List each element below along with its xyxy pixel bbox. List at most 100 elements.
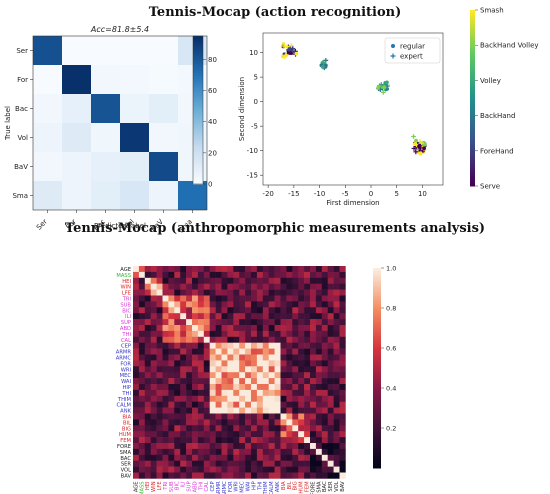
corr-cell (227, 336, 234, 343)
corr-xtick-label: ANK (275, 481, 281, 492)
corr-cell (203, 401, 210, 408)
corr-cell (262, 443, 269, 450)
corr-cell (333, 454, 340, 461)
cm-colorbar-step (193, 159, 203, 163)
corr-cell (162, 443, 169, 450)
corr-cell (262, 389, 269, 397)
corr-cell (256, 336, 264, 343)
corr-ytick-label: BIL (123, 420, 131, 426)
corr-cell (144, 307, 151, 314)
corr-cell (138, 443, 146, 450)
cm-ylabel: True label (4, 106, 12, 141)
corr-cell (280, 454, 287, 461)
corr-cell (227, 466, 234, 473)
corr-colorbar-step (373, 353, 381, 356)
corr-cell (233, 336, 240, 343)
corr-cell (168, 266, 175, 273)
corr-cell (221, 336, 228, 343)
corr-ytick-label: FOR (120, 361, 131, 367)
corr-cell (239, 266, 246, 273)
corr-cell (203, 378, 210, 385)
corr-cell (133, 389, 140, 397)
class-colorbar-step (470, 100, 475, 105)
corr-cell (203, 472, 210, 479)
corr-cell (186, 301, 193, 308)
corr-cell (304, 271, 311, 279)
corr-cell (251, 384, 258, 391)
corr-cell (245, 289, 252, 296)
corr-cell (239, 366, 246, 373)
corr-cell (304, 395, 311, 402)
corr-cell (162, 413, 169, 420)
corr-cell (245, 266, 252, 273)
corr-cell (245, 384, 252, 391)
corr-cell (280, 360, 287, 367)
corr-cell (262, 384, 269, 391)
corr-cell (180, 384, 187, 391)
corr-cell (197, 466, 205, 473)
corr-cell (186, 413, 193, 420)
corr-cell (221, 384, 228, 391)
cm-frame (32, 35, 208, 211)
corr-cell (203, 348, 210, 355)
cm-colorbar-step (193, 40, 203, 44)
corr-cell (192, 460, 199, 467)
corr-cell (245, 407, 252, 414)
corr-cell (274, 307, 281, 314)
corr-cell (333, 466, 340, 473)
corr-cell (310, 389, 317, 397)
corr-colorbar-step (373, 335, 381, 339)
corr-cell (274, 283, 281, 290)
corr-cell (133, 330, 140, 338)
corr-cell (209, 319, 216, 326)
corr-xtick-label: BIA (281, 481, 287, 490)
corr-cell (298, 401, 305, 408)
corr-cell (192, 419, 199, 426)
corr-cell (233, 295, 240, 302)
corr-cell (239, 336, 246, 343)
corr-cell (280, 342, 287, 349)
corr-cell (221, 289, 228, 296)
corr-ytick-label: MASS (116, 273, 131, 279)
corr-cell (192, 472, 199, 479)
corr-cell (156, 425, 163, 432)
corr-cell (333, 384, 340, 391)
corr-cell (256, 443, 264, 450)
corr-cell (156, 431, 163, 438)
corr-cell (245, 389, 252, 397)
corr-cell (209, 271, 216, 279)
cm-colorbar-step (193, 63, 203, 67)
corr-cell (274, 378, 281, 385)
corr-cell (239, 448, 246, 456)
corr-cell (286, 289, 293, 296)
corr-cell (239, 271, 246, 279)
corr-cell (156, 448, 163, 456)
corr-cell (197, 472, 205, 479)
corr-cell (186, 336, 193, 343)
corr-xtick-label: FEM (305, 481, 311, 492)
cm-colorbar-step (193, 154, 203, 158)
corr-cell (168, 419, 175, 426)
corr-cell (133, 307, 140, 314)
corr-cell (292, 460, 299, 467)
cm-colorbar-step (193, 82, 203, 86)
corr-cell (321, 460, 328, 467)
corr-cell (150, 372, 157, 379)
corr-cell (298, 448, 305, 456)
corr-cell (156, 407, 163, 414)
corr-ytick-label: CAL (121, 338, 131, 344)
corr-cell (156, 271, 163, 279)
corr-cell (174, 425, 181, 432)
class-colorbar-step (470, 89, 475, 93)
corr-cell (150, 460, 157, 467)
corr-cell (133, 395, 140, 402)
corr-cell (327, 266, 334, 273)
corr-cell (150, 407, 157, 414)
corr-cell (280, 472, 287, 479)
corr-cell (144, 407, 151, 414)
corr-cell (327, 301, 334, 308)
corr-cell (315, 431, 323, 438)
corr-cell (274, 443, 281, 450)
corr-cell (327, 277, 334, 284)
cm-colorbar-step (193, 38, 203, 42)
